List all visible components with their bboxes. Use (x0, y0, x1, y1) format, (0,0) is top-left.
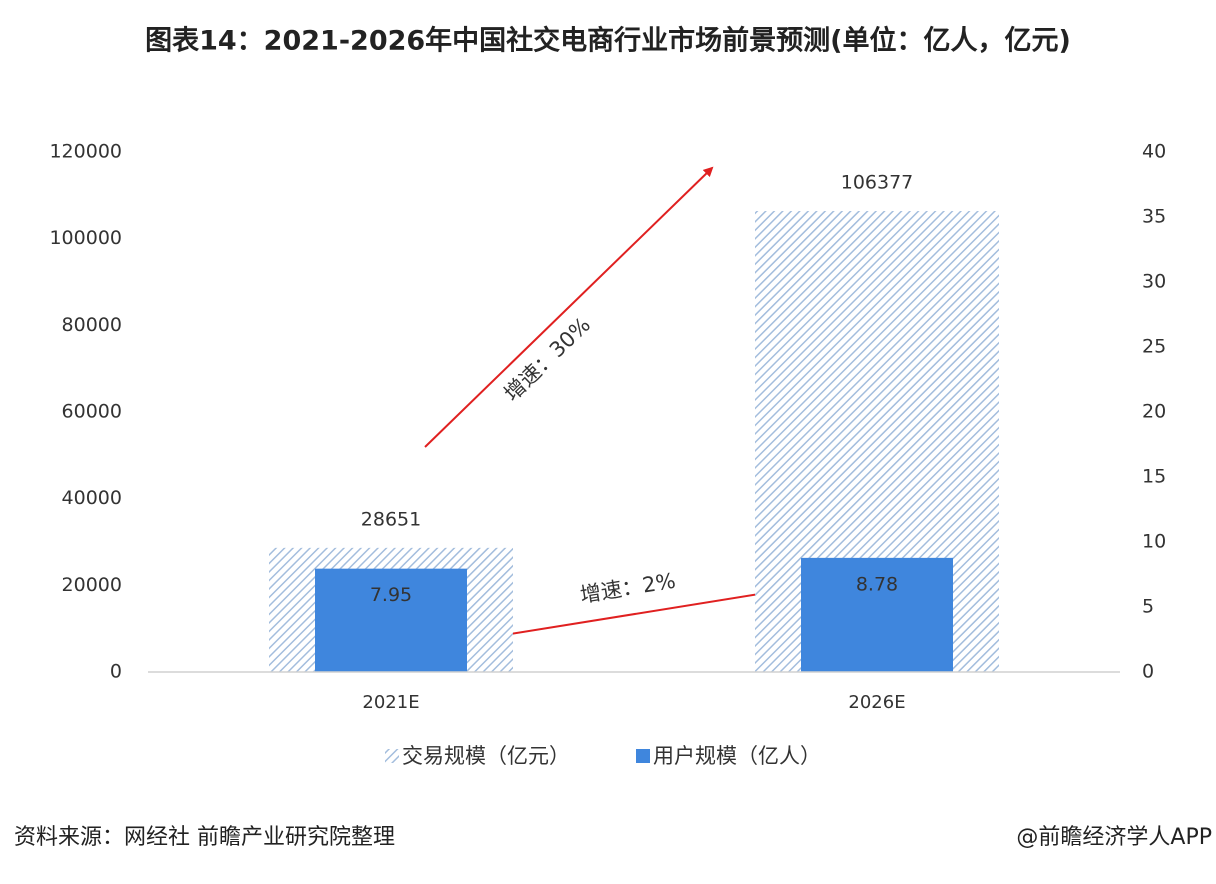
value-label: 7.95 (370, 584, 412, 606)
y2-tick-label: 15 (1142, 466, 1166, 488)
value-label: 106377 (841, 172, 914, 194)
chart-title: 图表14：2021-2026年中国社交电商行业市场前景预测(单位：亿人，亿元) (145, 25, 1071, 57)
source: 资料来源：网经社 前瞻产业研究院整理 (14, 825, 395, 850)
y2-tick-label: 5 (1142, 596, 1154, 618)
y2-tick-label: 0 (1142, 661, 1154, 683)
legend-swatch (385, 749, 399, 763)
x-tick-label: 2021E (362, 692, 419, 713)
y-tick-label: 120000 (49, 141, 122, 163)
y2-tick-label: 20 (1142, 401, 1166, 423)
y2-tick-label: 30 (1142, 271, 1166, 293)
credit: @前瞻经济学人APP (1016, 825, 1212, 850)
bar (801, 557, 953, 672)
annotation: 增速：2% (578, 569, 677, 608)
y2-tick-label: 10 (1142, 531, 1166, 553)
growth-arrow (491, 585, 792, 638)
y-tick-label: 60000 (62, 401, 122, 423)
y-tick-label: 40000 (62, 487, 122, 509)
y-tick-label: 0 (110, 661, 122, 683)
y2-tick-label: 35 (1142, 206, 1166, 228)
value-label: 28651 (361, 508, 421, 530)
y2-tick-label: 25 (1142, 336, 1166, 358)
y2-tick-label: 40 (1142, 141, 1166, 163)
growth-arrow (424, 166, 714, 448)
legend-swatch (636, 749, 650, 763)
legend-label: 交易规模（亿元） (402, 744, 570, 768)
bar (315, 568, 467, 672)
y-tick-label: 20000 (62, 574, 122, 596)
value-label: 8.78 (856, 573, 898, 595)
legend-label: 用户规模（亿人） (653, 744, 821, 768)
y-tick-label: 100000 (49, 227, 122, 249)
y-tick-label: 80000 (62, 314, 122, 336)
x-tick-label: 2026E (848, 692, 905, 713)
